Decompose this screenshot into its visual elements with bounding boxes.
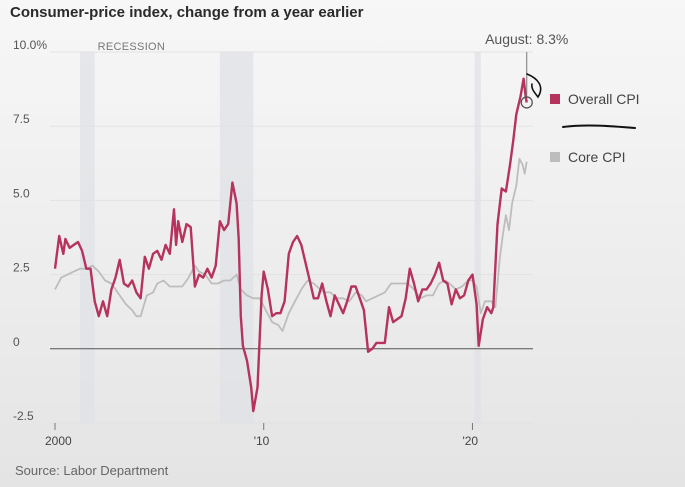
overall-cpi-line: [53, 77, 528, 413]
y-tick-label: 10.0%: [13, 38, 47, 52]
y-axis-ticks: 10.0% 7.5 5.0 2.5 0 -2.5: [13, 38, 47, 423]
x-axis-ticks: 2000 '10 '20: [45, 423, 478, 448]
legend-swatch: [550, 94, 560, 104]
annotation-point-marker: [520, 96, 533, 109]
legend-swatch: [550, 152, 560, 162]
recession-band: [80, 52, 95, 423]
recession-band: [474, 52, 481, 423]
y-tick-label: 5.0: [13, 186, 30, 200]
handwritten-curl-mark: [526, 73, 542, 99]
recession-bands: RECESSION: [80, 41, 481, 423]
series-lines: [53, 77, 528, 413]
recession-label: RECESSION: [98, 41, 166, 53]
handwritten-underline-mark: [562, 124, 636, 129]
y-tick-label: 2.5: [13, 261, 30, 275]
source-note: Source: Labor Department: [15, 463, 169, 478]
y-tick-label: 7.5: [13, 112, 30, 126]
chart-title: Consumer-price index, change from a year…: [10, 4, 364, 21]
annotation: August: 8.3%: [485, 31, 568, 109]
y-tick-label: -2.5: [13, 409, 34, 423]
legend-label: Core CPI: [568, 149, 626, 165]
legend: Overall CPI Core CPI: [550, 91, 640, 165]
x-tick-label: '20: [462, 434, 478, 448]
gridlines: [50, 51, 533, 424]
y-tick-label: 0: [13, 335, 20, 349]
x-tick-label: '10: [254, 434, 270, 448]
legend-label: Overall CPI: [568, 91, 640, 107]
core-cpi-line: [54, 157, 528, 332]
x-tick-label: 2000: [45, 434, 72, 448]
annotation-label: August: 8.3%: [485, 31, 568, 47]
